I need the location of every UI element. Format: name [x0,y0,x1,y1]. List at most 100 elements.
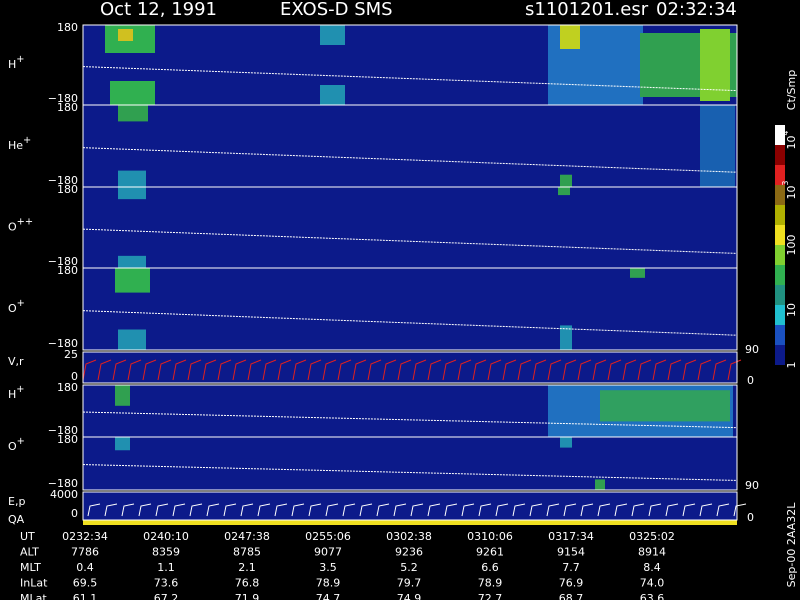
spectrogram-patch [630,268,645,278]
table-cell: 2.1 [238,561,256,574]
colorbar-label-base: 10 [785,303,798,317]
colorbar-step [775,125,785,145]
colorbar-step [775,325,785,345]
colorbar-label-sup: 4 [781,130,790,135]
axis-bottom-label: −180 [48,477,78,490]
table-cell: 67.2 [154,592,179,600]
spectrogram-patch [110,81,155,105]
table-cell: 8.4 [643,561,661,574]
table-cell: 71.9 [235,592,260,600]
colorbar-label-base: 1 [785,362,798,369]
axis-top-label: 180 [57,21,78,34]
panel-label-base: E,p [8,495,25,508]
table-cell: 8785 [233,546,261,559]
axis-top-label: 180 [57,264,78,277]
footer-code: Sep-00 2AA32L [785,502,798,588]
table-cell: 0.4 [76,561,94,574]
pitch-curve [82,66,738,92]
right-axis-bottom: 0 [747,374,754,387]
panel-frame [82,491,738,521]
panel-background [83,187,737,268]
panel-label-base: H [8,58,16,71]
table-cell: 7786 [71,546,99,559]
colorbar-step [775,225,785,245]
panel-label: H+ [8,54,25,71]
colorbar-label-base: 10 [785,135,798,149]
table-cell: 7.7 [562,561,580,574]
axis-bottom-label: −180 [48,92,78,105]
table-cell: 61.1 [73,592,98,600]
axis-bottom-label: 0 [71,370,78,383]
panel-frame [82,436,738,491]
panel-label-base: O [8,221,17,234]
colorbar-step [775,205,785,225]
colorbar-label: 104 [781,130,798,149]
spectrogram-patch [118,187,146,200]
colorbar-label-sup: 3 [781,180,790,185]
table-cell: 0247:38 [224,530,270,543]
table-cell: 63.6 [640,592,665,600]
qa-bar [83,520,737,525]
table-cell: 9261 [476,546,504,559]
panel-label-sup: + [17,436,25,447]
panel-label-sup: + [17,298,25,309]
table-cell: 5.2 [400,561,418,574]
axis-top-label: 180 [57,101,78,114]
panel-background [83,268,737,350]
energy-trace [87,503,747,517]
table-cell: 0240:10 [143,530,189,543]
spectrogram-patch [115,437,130,451]
table-cell: 6.6 [481,561,499,574]
panel-label-sup: + [16,384,24,395]
colorbar-step [775,345,785,365]
colorbar-step [775,185,785,205]
axis-bottom-label: −180 [48,255,78,268]
panel-background [83,437,737,490]
table-cell: 8359 [152,546,180,559]
right-axis-top: 90 [745,479,759,492]
spectrogram-patch [118,329,146,350]
panel-label: He+ [8,135,31,152]
spectrogram-patch [560,437,572,448]
colorbar-label: 100 [785,235,798,256]
panel-label-sup: + [16,54,24,65]
axis-top-label: 4000 [50,488,78,501]
spectrogram-patch [558,187,570,196]
spectrogram-patch [700,105,735,187]
axis-top-label: 25 [64,348,78,361]
table-row-label: MLat [20,592,47,600]
table-cell: 74.7 [316,592,341,600]
table-row-label: InLat [20,577,48,590]
panel-background [83,352,737,383]
pitch-curve [82,411,738,429]
pitch-curve [82,464,738,481]
pitch-curve [82,310,738,336]
panel-label-base: He [8,139,23,152]
table-cell: 9236 [395,546,423,559]
table-cell: 0310:06 [467,530,513,543]
colorbar-unit: Ct/Smp [785,70,798,110]
right-axis-bottom: 0 [747,511,754,524]
table-row-label: MLT [20,561,41,574]
time: 02:32:34 [656,0,737,20]
panel-label: O++ [8,217,33,234]
panel-label-base: O [8,440,17,453]
table-cell: 78.9 [478,577,503,590]
table-cell: 1.1 [157,561,175,574]
spectrogram-patch [118,29,133,41]
panel-frame [82,351,738,384]
table-cell: 0255:06 [305,530,351,543]
spectrogram-patch [118,105,148,122]
table-row-label: UT [20,530,35,543]
spectrogram-patch [595,479,605,490]
table-cell: 79.7 [397,577,422,590]
spectrogram-patch [320,25,345,45]
velocity-trace [82,359,742,381]
table-cell: 73.6 [154,577,179,590]
panel-label-base: O [8,302,17,315]
spectrogram-patch [118,255,146,268]
pitch-curve [82,228,738,254]
colorbar-label: 10 [785,303,798,317]
table-cell: 8914 [638,546,666,559]
axis-bottom-label: 0 [71,507,78,520]
